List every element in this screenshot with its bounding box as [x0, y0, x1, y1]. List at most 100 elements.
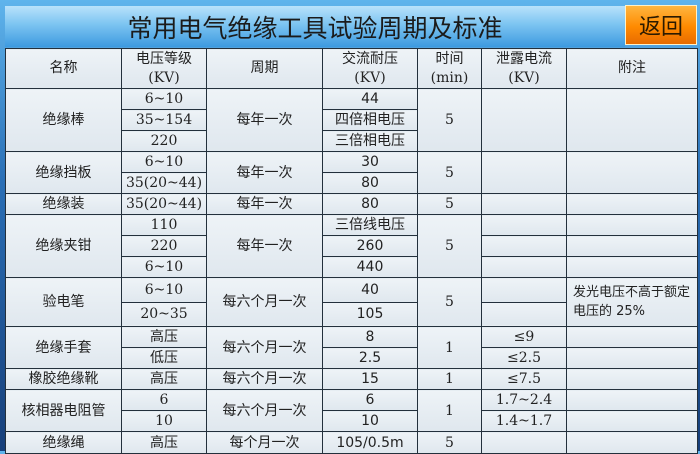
leakage-current-cell — [481, 235, 567, 257]
table-row: 220 三倍相电压 — [6, 130, 698, 152]
table-row: 绝缘手套 高压 每六个月一次 8 1 ≤9 — [5, 326, 698, 369]
table-row: 绝缘装 35(20~44) 每年一次 80 5 — [5, 193, 698, 215]
leakage-current-cell: 1.4~1.7 — [481, 410, 567, 432]
voltage-level-cell: 高压 — [121, 326, 207, 348]
tool-name-cell: 绝缘手套 — [5, 326, 122, 369]
test-period-cell: 每六个月一次 — [206, 326, 323, 369]
page-title: 常用电气绝缘工具试验周期及标准 — [127, 13, 503, 43]
voltage-level-cell: 6~10 — [121, 151, 207, 173]
notes-cell — [566, 256, 698, 278]
test-time-cell: 5 — [417, 88, 482, 152]
voltage-level-cell: 低压 — [121, 347, 207, 369]
column-header: 电压等级 (KV) — [121, 48, 207, 89]
notes-cell — [566, 151, 698, 194]
ac-withstand-voltage-cell: 80 — [322, 172, 418, 194]
leakage-current-cell — [481, 88, 567, 152]
test-time-cell: 5 — [417, 431, 482, 454]
notes-cell — [566, 431, 698, 454]
tool-name-cell: 核相器电阻管 — [5, 389, 122, 432]
test-time-cell: 5 — [417, 151, 482, 194]
ac-withstand-voltage-cell: 105/0.5m — [322, 431, 418, 454]
voltage-level-cell: 6~10 — [121, 88, 207, 110]
test-standards-table: 名称 电压等级 (KV) 周期 交流耐压 (KV) 时间 (min) 泄露电流 (KV) 附注 绝缘… — [5, 48, 698, 454]
ac-withstand-voltage-cell: 15 — [322, 368, 418, 390]
ac-withstand-voltage-cell: 6 — [322, 389, 418, 411]
notes-cell — [566, 88, 698, 152]
voltage-level-cell: 高压 — [121, 431, 207, 454]
notes-cell — [566, 389, 698, 411]
ac-withstand-voltage-cell: 四倍相电压 — [322, 109, 418, 131]
ac-withstand-voltage-cell: 80 — [322, 193, 418, 215]
notes-cell — [566, 193, 698, 215]
table-row: 低压 2.5 ≤2.5 — [6, 347, 698, 369]
ac-withstand-voltage-cell: 8 — [322, 326, 418, 348]
notes-cell — [566, 347, 698, 369]
back-button[interactable]: 返回 — [625, 5, 697, 45]
ac-withstand-voltage-cell: 40 — [322, 277, 418, 303]
table-row: 35(20~44) 80 — [6, 172, 698, 194]
test-period-cell: 每六个月一次 — [206, 389, 323, 432]
voltage-level-cell: 高压 — [121, 368, 207, 390]
leakage-current-cell — [481, 431, 567, 454]
notes-cell — [566, 410, 698, 432]
column-header: 名称 — [5, 48, 122, 89]
column-header: 交流耐压 (KV) — [322, 48, 418, 89]
tool-name-cell: 验电笔 — [5, 277, 122, 327]
table-row: 核相器电阻管 6 每六个月一次 6 1 1.7~2.4 — [5, 389, 698, 432]
leakage-current-cell — [481, 277, 567, 303]
voltage-level-cell: 220 — [121, 130, 207, 152]
column-header: 附注 — [566, 48, 698, 89]
leakage-current-cell — [481, 193, 567, 215]
test-period-cell: 每年一次 — [206, 193, 323, 215]
column-header: 时间 (min) — [417, 48, 482, 89]
tool-name-cell: 绝缘夹钳 — [5, 214, 122, 278]
test-period-cell: 每六个月一次 — [206, 368, 323, 390]
voltage-level-cell: 6 — [121, 389, 207, 411]
table-row: 绝缘夹钳 110 每年一次 三倍线电压 5 — [5, 214, 698, 278]
voltage-level-cell: 35(20~44) — [121, 172, 207, 194]
tool-name-cell: 橡胶绝缘靴 — [5, 368, 122, 390]
test-time-cell: 5 — [417, 193, 482, 215]
table-row: 橡胶绝缘靴 高压 每六个月一次 15 1 ≤7.5 — [5, 368, 698, 390]
table-row: 绝缘绳 高压 每个月一次 105/0.5m 5 — [5, 431, 698, 454]
voltage-level-cell: 20~35 — [121, 301, 207, 327]
test-period-cell: 每年一次 — [206, 88, 323, 152]
leakage-current-cell — [481, 151, 567, 194]
voltage-level-cell: 220 — [121, 235, 207, 257]
ac-withstand-voltage-cell: 2.5 — [322, 347, 418, 369]
test-time-cell: 1 — [417, 389, 482, 432]
tool-name-cell: 绝缘挡板 — [5, 151, 122, 194]
ac-withstand-voltage-cell: 30 — [322, 151, 418, 173]
table-row: 绝缘棒 6~10 每年一次 44 5 — [5, 88, 698, 152]
table-row: 10 10 1.4~1.7 — [6, 410, 698, 432]
table-row: 绝缘挡板 6~10 每年一次 30 5 — [5, 151, 698, 194]
leakage-current-cell: ≤2.5 — [481, 347, 567, 369]
table-row: 6~10 440 — [6, 256, 698, 278]
leakage-current-cell: ≤9 — [481, 326, 567, 348]
voltage-level-cell: 6~10 — [121, 277, 207, 303]
ac-withstand-voltage-cell: 三倍线电压 — [322, 214, 418, 236]
ac-withstand-voltage-cell: 10 — [322, 410, 418, 432]
table-row: 35~154 四倍相电压 — [6, 109, 698, 131]
notes-cell — [566, 235, 698, 257]
voltage-level-cell: 110 — [121, 214, 207, 236]
leakage-current-cell: ≤7.5 — [481, 368, 567, 390]
test-time-cell: 1 — [417, 368, 482, 390]
table-row: 验电笔 6~10 每六个月一次 40 5 发光电压不高于额定电压的 25% — [5, 277, 698, 327]
voltage-level-cell: 35~154 — [121, 109, 207, 131]
tool-name-cell: 绝缘装 — [5, 193, 122, 215]
ac-withstand-voltage-cell: 440 — [322, 256, 418, 278]
test-time-cell: 5 — [417, 277, 482, 327]
notes-cell — [566, 326, 698, 348]
test-period-cell: 每个月一次 — [206, 431, 323, 454]
column-header: 泄露电流 (KV) — [481, 48, 567, 89]
ac-withstand-voltage-cell: 105 — [322, 301, 418, 327]
leakage-current-cell: 1.7~2.4 — [481, 389, 567, 411]
test-time-cell: 5 — [417, 214, 482, 278]
ac-withstand-voltage-cell: 44 — [322, 88, 418, 110]
column-header: 周期 — [206, 48, 323, 89]
tool-name-cell: 绝缘棒 — [5, 88, 122, 152]
test-period-cell: 每年一次 — [206, 214, 323, 278]
tool-name-cell: 绝缘绳 — [5, 431, 122, 454]
test-period-cell: 每年一次 — [206, 151, 323, 194]
